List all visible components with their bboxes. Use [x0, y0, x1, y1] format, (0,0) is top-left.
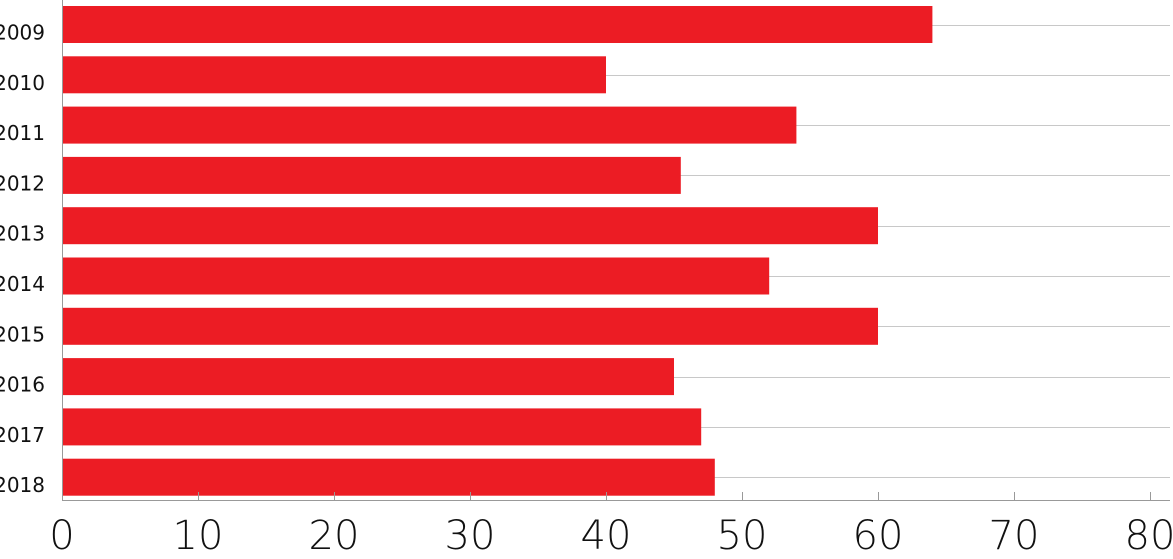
category-label: 2012: [0, 171, 45, 195]
category-label: 2016: [0, 373, 45, 397]
bar: [63, 307, 878, 345]
bar: [63, 408, 702, 446]
bar: [63, 458, 715, 496]
axis-layer: [62, 0, 1170, 501]
category-label: 2017: [0, 423, 45, 447]
bar: [63, 358, 674, 396]
bar: [63, 56, 606, 94]
category-label: 2010: [0, 71, 45, 95]
x-tick-label: 30: [445, 513, 496, 559]
x-tick-label: 70: [989, 513, 1040, 559]
x-tick-label: 0: [49, 513, 74, 559]
category-label: 2011: [0, 121, 45, 145]
bar: [63, 207, 878, 245]
category-label: 2009: [0, 21, 45, 45]
bar: [63, 156, 681, 194]
x-tick-label: 80: [1125, 513, 1173, 559]
bar: [63, 106, 797, 144]
category-label: 2018: [0, 473, 45, 497]
bar-layer: [63, 6, 933, 496]
x-tick-label: 40: [581, 513, 632, 559]
bar: [63, 257, 770, 295]
category-label: 2015: [0, 322, 45, 346]
x-tick-label: 10: [173, 513, 224, 559]
x-tick-label: 50: [717, 513, 768, 559]
x-tick-label: 60: [853, 513, 904, 559]
label-layer: 0 10 20 30 40 50 60 70 80 2009 2010 2011 2012 2013 201…: [0, 21, 1173, 559]
bar: [63, 6, 933, 43]
category-label: 2013: [0, 222, 45, 246]
category-label: 2014: [0, 272, 45, 296]
x-tick-label: 20: [309, 513, 360, 559]
